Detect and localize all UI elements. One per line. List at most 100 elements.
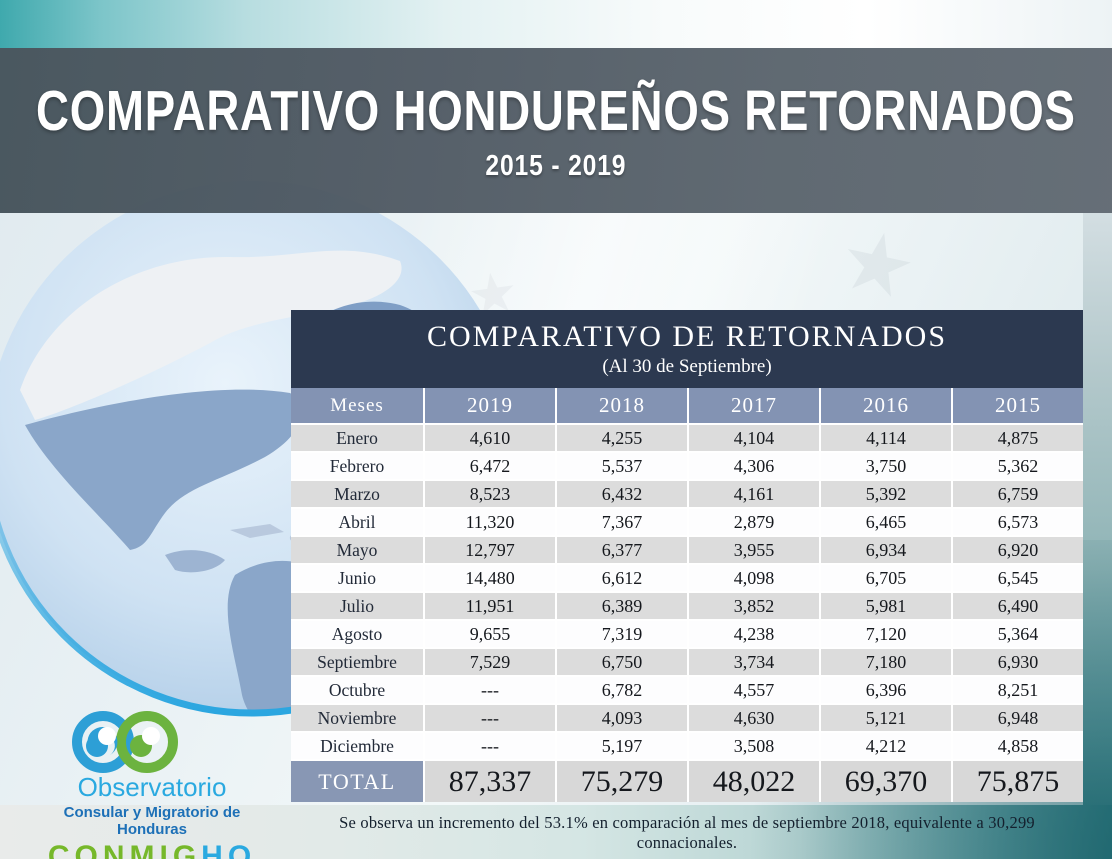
- slide-subtitle: 2015 - 2019: [485, 150, 627, 182]
- slide-title: COMPARATIVO HONDUREÑOS RETORNADOS: [36, 79, 1076, 143]
- table-title: COMPARATIVO DE RETORNADOS: [426, 320, 948, 353]
- total-value-cell: 75,875: [953, 761, 1083, 802]
- total-label: TOTAL: [291, 761, 423, 802]
- value-cell: 2,879: [689, 509, 819, 535]
- top-gradient-strip: [0, 0, 1112, 48]
- value-cell: 6,396: [821, 677, 951, 703]
- value-cell: 6,465: [821, 509, 951, 535]
- column-header-2017: 2017: [689, 388, 819, 423]
- month-cell: Diciembre: [291, 733, 423, 759]
- table-row: Agosto 9,655 7,319 4,238 7,120 5,364: [291, 621, 1083, 647]
- logo-observatorio-text: Observatorio: [77, 772, 227, 802]
- value-cell: 6,934: [821, 537, 951, 563]
- value-cell: 6,432: [557, 481, 687, 507]
- logo-wordmark: CONMIGHO: [32, 840, 272, 859]
- title-banner: COMPARATIVO HONDUREÑOS RETORNADOS 2015 -…: [0, 48, 1112, 213]
- table-subtitle: (Al 30 de Septiembre): [602, 356, 772, 377]
- value-cell: ---: [425, 733, 555, 759]
- column-header-2018: 2018: [557, 388, 687, 423]
- column-header-meses: Meses: [291, 388, 423, 423]
- value-cell: 6,612: [557, 565, 687, 591]
- table-title-block: COMPARATIVO DE RETORNADOS (Al 30 de Sept…: [291, 310, 1083, 388]
- value-cell: 3,734: [689, 649, 819, 675]
- value-cell: 7,180: [821, 649, 951, 675]
- value-cell: 5,362: [953, 453, 1083, 479]
- table-body: Meses 2019 2018 2017 2016 2015 Enero 4,61…: [291, 388, 1083, 802]
- value-cell: 14,480: [425, 565, 555, 591]
- value-cell: 6,472: [425, 453, 555, 479]
- value-cell: 6,705: [821, 565, 951, 591]
- value-cell: 4,255: [557, 425, 687, 451]
- value-cell: 4,098: [689, 565, 819, 591]
- value-cell: 12,797: [425, 537, 555, 563]
- value-cell: 3,852: [689, 593, 819, 619]
- table-row: Octubre --- 6,782 4,557 6,396 8,251: [291, 677, 1083, 703]
- table-row: Abril 11,320 7,367 2,879 6,465 6,573: [291, 509, 1083, 535]
- footnote: Se observa un incremento del 53.1% en co…: [339, 813, 1035, 852]
- table-row: Septiembre 7,529 6,750 3,734 7,180 6,930: [291, 649, 1083, 675]
- value-cell: 8,523: [425, 481, 555, 507]
- table-total-row: TOTAL 87,337 75,279 48,022 69,370 75,875: [291, 761, 1083, 802]
- logo-rings-icon: [72, 711, 178, 773]
- value-cell: 6,389: [557, 593, 687, 619]
- value-cell: 4,610: [425, 425, 555, 451]
- value-cell: 6,573: [953, 509, 1083, 535]
- value-cell: 6,490: [953, 593, 1083, 619]
- value-cell: 5,364: [953, 621, 1083, 647]
- value-cell: 4,306: [689, 453, 819, 479]
- month-cell: Octubre: [291, 677, 423, 703]
- logo-wordmark-green: CONMIG: [47, 840, 202, 859]
- value-cell: 5,537: [557, 453, 687, 479]
- month-cell: Noviembre: [291, 705, 423, 731]
- value-cell: 4,858: [953, 733, 1083, 759]
- value-cell: 6,750: [557, 649, 687, 675]
- value-cell: 4,238: [689, 621, 819, 647]
- value-cell: 4,212: [821, 733, 951, 759]
- value-cell: ---: [425, 677, 555, 703]
- logo-subtitle-text: Consular y Migratorio de Honduras: [63, 804, 241, 838]
- value-cell: 5,392: [821, 481, 951, 507]
- value-cell: 8,251: [953, 677, 1083, 703]
- value-cell: 7,367: [557, 509, 687, 535]
- value-cell: 9,655: [425, 621, 555, 647]
- comparison-table: COMPARATIVO DE RETORNADOS (Al 30 de Sept…: [291, 310, 1083, 802]
- month-cell: Junio: [291, 565, 423, 591]
- value-cell: 4,093: [557, 705, 687, 731]
- value-cell: 11,951: [425, 593, 555, 619]
- table-row: Noviembre --- 4,093 4,630 5,121 6,948: [291, 705, 1083, 731]
- value-cell: 11,320: [425, 509, 555, 535]
- total-value-cell: 48,022: [689, 761, 819, 802]
- month-cell: Agosto: [291, 621, 423, 647]
- value-cell: 6,930: [953, 649, 1083, 675]
- value-cell: 6,377: [557, 537, 687, 563]
- logo-wordmark-blue: HO: [201, 840, 257, 859]
- value-cell: 4,875: [953, 425, 1083, 451]
- table-row: Mayo 12,797 6,377 3,955 6,934 6,920: [291, 537, 1083, 563]
- value-cell: 4,104: [689, 425, 819, 451]
- table-header-row: Meses 2019 2018 2017 2016 2015: [291, 388, 1083, 423]
- value-cell: 7,319: [557, 621, 687, 647]
- month-cell: Abril: [291, 509, 423, 535]
- value-cell: 7,529: [425, 649, 555, 675]
- column-header-2019: 2019: [425, 388, 555, 423]
- value-cell: 6,948: [953, 705, 1083, 731]
- total-value-cell: 75,279: [557, 761, 687, 802]
- value-cell: 3,955: [689, 537, 819, 563]
- total-value-cell: 87,337: [425, 761, 555, 802]
- month-cell: Marzo: [291, 481, 423, 507]
- value-cell: 5,121: [821, 705, 951, 731]
- value-cell: ---: [425, 705, 555, 731]
- month-cell: Mayo: [291, 537, 423, 563]
- value-cell: 4,161: [689, 481, 819, 507]
- table-row: Junio 14,480 6,612 4,098 6,705 6,545: [291, 565, 1083, 591]
- value-cell: 4,557: [689, 677, 819, 703]
- value-cell: 6,920: [953, 537, 1083, 563]
- month-cell: Julio: [291, 593, 423, 619]
- value-cell: 3,508: [689, 733, 819, 759]
- value-cell: 5,981: [821, 593, 951, 619]
- table-row: Febrero 6,472 5,537 4,306 3,750 5,362: [291, 453, 1083, 479]
- table-row: Diciembre --- 5,197 3,508 4,212 4,858: [291, 733, 1083, 759]
- value-cell: 6,782: [557, 677, 687, 703]
- total-value-cell: 69,370: [821, 761, 951, 802]
